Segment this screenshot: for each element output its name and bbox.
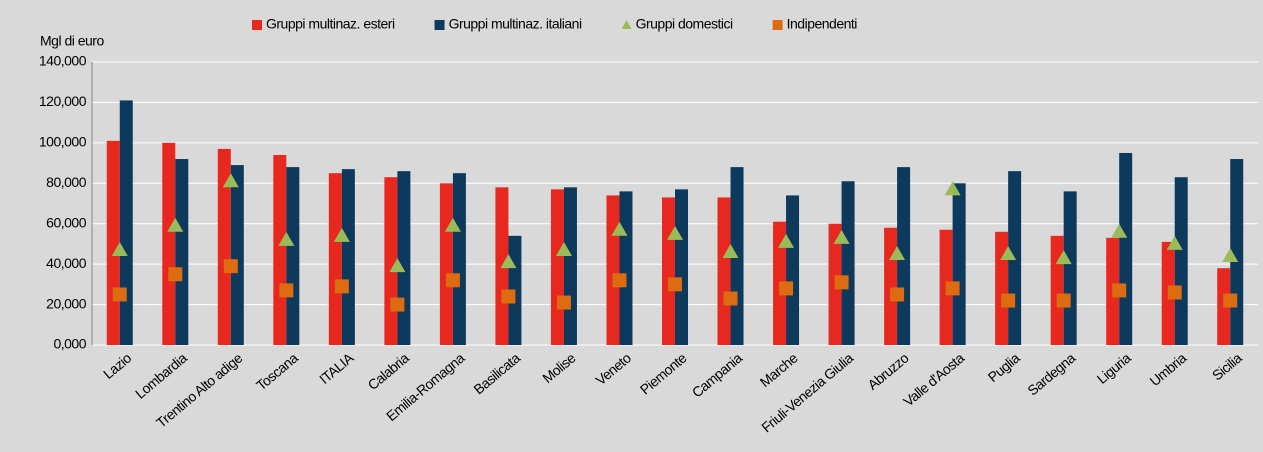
marker-square (556, 295, 571, 310)
bar (1050, 235, 1064, 345)
marker-square (668, 277, 682, 292)
bar (217, 148, 231, 345)
marker-square (1112, 283, 1127, 298)
bar (106, 140, 120, 345)
legend-label: Gruppi domestici (636, 16, 733, 32)
bar (119, 100, 133, 346)
bar (384, 177, 398, 345)
legend-label: Indipendenti (787, 16, 858, 32)
marker-square (223, 259, 238, 274)
marker-triangle (944, 181, 961, 196)
y-tick-label: 60,000 (46, 214, 87, 230)
bar (273, 154, 287, 345)
marker-triangle (500, 254, 517, 269)
bar (1063, 191, 1077, 345)
marker-square (1056, 293, 1071, 308)
marker-square (334, 279, 349, 294)
marker-triangle (667, 225, 683, 240)
marker-square (612, 273, 627, 288)
y-tick-label: 140,000 (39, 53, 87, 69)
bar (995, 231, 1009, 345)
bar (230, 165, 244, 345)
marker-triangle (1111, 223, 1128, 238)
bar (884, 227, 898, 345)
legend-symbol (434, 20, 445, 30)
y-tick-label: 20,000 (46, 295, 87, 311)
marker-triangle (1166, 235, 1183, 250)
marker-square (501, 289, 516, 304)
marker-triangle (167, 217, 184, 232)
y-tick-label: 80,000 (46, 174, 87, 190)
marker-square (1167, 285, 1182, 300)
marker-square (112, 287, 127, 302)
marker-triangle (555, 241, 572, 256)
bar (717, 197, 731, 345)
legend-symbol (621, 20, 632, 29)
marker-triangle (1222, 248, 1239, 263)
marker-triangle (833, 229, 850, 244)
bar (606, 195, 620, 345)
legend-symbol (772, 20, 783, 30)
marker-square (279, 283, 294, 298)
y-tick-label: 120,000 (39, 93, 87, 109)
bar (162, 142, 176, 345)
legend-symbol (252, 20, 262, 30)
marker-triangle (611, 221, 628, 236)
bar (675, 189, 688, 345)
marker-triangle (889, 246, 906, 261)
bar (341, 169, 355, 345)
y-tick-label: 40,000 (46, 255, 87, 271)
marker-triangle (389, 258, 406, 273)
marker-square (168, 267, 183, 282)
bar (1119, 152, 1133, 345)
bar (1174, 177, 1188, 345)
marker-square (779, 281, 794, 296)
marker-square (390, 297, 405, 312)
marker-square (890, 287, 905, 302)
marker-square (945, 281, 960, 296)
y-tick-label: 0,000 (53, 336, 86, 352)
marker-square (834, 275, 849, 290)
legend-label: Gruppi multinaz. esteri (266, 16, 395, 32)
bar (397, 171, 411, 345)
bar (286, 167, 300, 345)
legend-label: Gruppi multinaz. italiani (449, 16, 582, 32)
bar (662, 197, 675, 345)
bar (563, 187, 577, 345)
marker-triangle (444, 217, 461, 232)
marker-triangle (722, 244, 739, 259)
bar (439, 183, 453, 345)
marker-triangle (278, 231, 295, 246)
marker-triangle (222, 173, 239, 188)
marker-square (723, 291, 738, 306)
bar (619, 191, 633, 345)
bar (175, 159, 189, 345)
marker-square (1001, 293, 1016, 308)
y-tick-label: 100,000 (39, 134, 87, 150)
marker-triangle (1055, 250, 1072, 265)
marker-triangle (333, 227, 350, 242)
bar (328, 173, 342, 345)
bar (786, 195, 800, 345)
marker-triangle (778, 233, 795, 248)
y-axis-label: Mgl di euro (40, 33, 104, 49)
bar (452, 173, 466, 345)
marker-square (445, 273, 460, 288)
marker-triangle (111, 241, 128, 256)
bar (550, 189, 564, 345)
marker-triangle (1000, 246, 1017, 261)
marker-square (1223, 293, 1238, 308)
bar (952, 183, 966, 345)
bar (841, 181, 855, 345)
